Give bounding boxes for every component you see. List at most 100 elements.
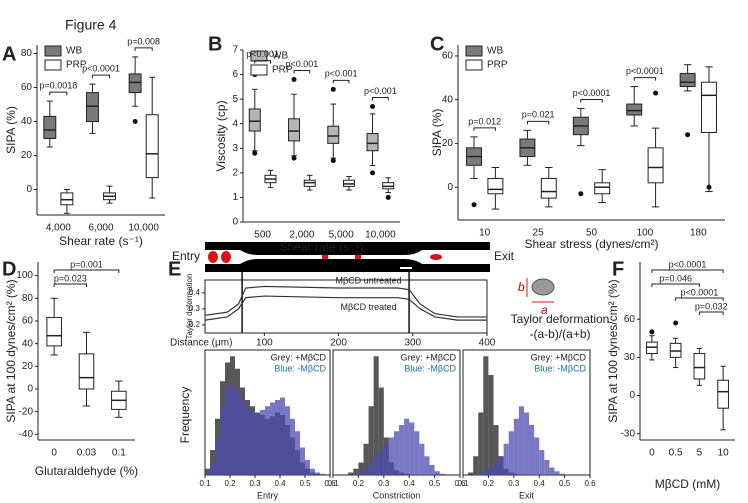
y-tick-label: 60 [624,314,636,325]
box [693,353,706,380]
p-value: p=0.008 [127,36,160,46]
y-axis-label: SIPA (%) [430,109,444,157]
panel-letter: E [168,258,181,280]
cell [430,254,442,260]
outlier [471,202,477,208]
hist-bar [363,468,369,475]
entry-label: Entry [172,249,200,263]
hist-bar [250,412,255,475]
outlier [291,76,297,82]
outlier [291,155,297,161]
legend-label: WB [487,46,503,57]
hist-bar [493,425,499,475]
outlier [252,150,258,156]
y-axis-label: Viscosity (cp) [214,100,228,171]
hist-bar [483,356,489,475]
y-tick-label: 100 [16,270,33,281]
hist-bar [310,468,315,475]
a-label: a [541,303,548,317]
x-tick-label: 0 [649,448,655,459]
p-value: p=0.012 [468,116,501,126]
hist-bar [348,472,354,475]
box [647,147,664,184]
p-value: p=0.0018 [39,80,77,90]
x-tick-label: 0.03 [77,448,97,459]
panel-letter: A [2,43,16,65]
outlier [132,119,138,124]
p-value: p<0.001 [285,59,318,69]
y-tick-label: -30 [621,428,636,439]
x-tick-label: 0.2 [483,479,495,488]
x-tick-label: 0.1 [457,479,469,488]
hist-bar [399,425,405,475]
taylor-formula: -(a-b)/(a+b) [529,327,590,341]
box [540,177,557,199]
box [626,103,643,116]
x-tick-label: 0.4 [274,479,286,488]
hist-bar [559,473,565,475]
y-axis-label: SIPA at 100 dynes/cm² (%) [4,279,18,422]
x-tick-label: 50 [586,228,598,239]
p-bracket [134,47,153,51]
outlier [673,320,679,326]
hist-bar [373,456,379,475]
x-tick-label: 5,000 [329,230,354,241]
x-axis-label: Shear stress (dynes/cm²) [524,237,658,251]
p-value: p<0.0001 [680,287,718,297]
y-tick-label: 0 [447,182,453,193]
p-value: p<0.001 [364,86,397,96]
hist-bar [409,422,415,475]
legend-label: PRP [66,60,87,71]
y-tick-label: 40 [21,116,33,127]
x-tick-label: 0.6 [324,479,336,488]
outlier [649,329,655,335]
x-tick-label: 25 [533,228,545,239]
y-tick-label: 7 [232,45,238,56]
hist-y-label: Frequency [178,387,192,444]
y-tick-label: 2 [232,167,238,178]
box [288,118,301,142]
y-tick-label: 60 [21,82,33,93]
p-value: p=0.032 [695,301,728,311]
hist-bar [285,406,290,475]
hist-bar [468,472,474,475]
x-axis-label: Distance (μm) [170,338,232,349]
legend-swatch [44,45,62,57]
box [327,125,340,144]
x-tick-label: 2,000 [289,230,314,241]
y-tick-label: 0 [26,184,32,195]
hist-bar [488,467,494,475]
y-tick-label: 6 [232,69,238,80]
hist-bar [424,456,430,475]
line [204,285,487,318]
x-tick-label: 100 [637,228,654,239]
p-bracket [332,79,350,84]
p-bracket [651,283,700,287]
p-bracket [633,77,657,81]
exit-label: Exit [494,249,515,263]
y-tick-label: 0 [629,390,635,401]
x-tick-label: 0.4 [534,479,546,488]
outlier [706,184,712,190]
x-tick-label: 0.6 [584,479,596,488]
hist-bar [478,412,484,475]
p-bracket [526,120,550,125]
x-tick-label: 0.5 [299,479,311,488]
legend-swatch [44,59,62,71]
hist-bar [544,460,550,475]
x-axis-label: Shear rate (s⁻¹) [59,234,143,248]
hist-bar [353,473,359,475]
hist-bar [210,462,215,475]
legend-label: Blue: -MβCD [274,363,326,373]
y-tick-label: 20 [22,361,34,372]
figure-title: Figure 4 [65,17,117,33]
p-bracket [91,74,111,79]
x-axis-label: Shear rate (s⁻¹) [280,240,364,254]
x-tick-label: 10,000 [128,223,159,234]
taylor-icon [526,278,555,303]
y-tick-label: -40 [19,429,34,440]
cell [355,255,361,259]
y-axis-label: SIPA at 100 dynes/cm² (%) [606,279,620,422]
legend-label: WB [272,51,288,62]
